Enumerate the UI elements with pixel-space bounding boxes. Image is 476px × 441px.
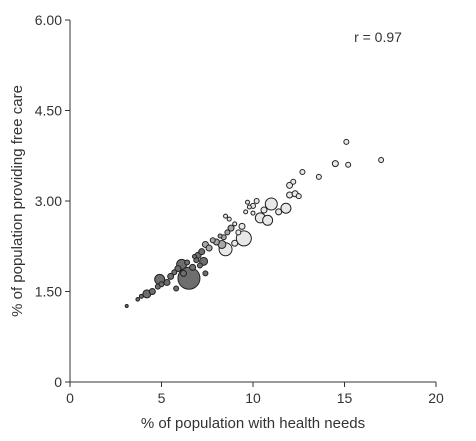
data-point <box>191 254 197 260</box>
data-point <box>260 206 268 214</box>
data-point <box>245 199 251 205</box>
data-point <box>138 293 144 299</box>
data-point <box>378 156 385 163</box>
data-point <box>217 233 223 239</box>
x-tick-label: 0 <box>66 390 74 406</box>
data-point <box>179 269 187 277</box>
data-point <box>253 198 260 204</box>
y-tick-label: 6.00 <box>35 12 62 28</box>
data-point <box>250 210 256 216</box>
data-point <box>295 193 302 200</box>
data-point <box>264 197 278 211</box>
data-point <box>163 278 171 286</box>
correlation-annotation: r = 0.97 <box>354 29 402 45</box>
x-tick-label: 10 <box>245 390 261 406</box>
data-point <box>227 224 235 232</box>
y-tick-label: 1.50 <box>35 284 62 300</box>
data-point <box>286 191 294 199</box>
y-axis-label: % of population providing free care <box>9 85 26 317</box>
x-tick-label: 20 <box>428 390 444 406</box>
x-tick-label: 15 <box>337 390 353 406</box>
data-point <box>232 221 238 227</box>
data-point <box>299 169 306 176</box>
axes-layer <box>69 20 436 383</box>
data-point <box>343 138 350 145</box>
data-point <box>223 213 229 219</box>
data-point <box>174 265 182 273</box>
data-point <box>209 237 216 244</box>
y-tick-label: 4.50 <box>35 103 62 119</box>
data-point <box>198 248 206 256</box>
data-point <box>158 281 165 288</box>
points-layer <box>124 138 385 308</box>
data-point <box>243 209 249 215</box>
data-point <box>148 288 156 295</box>
data-point <box>177 266 201 290</box>
data-point <box>224 229 231 236</box>
data-point <box>205 244 213 252</box>
data-point <box>262 214 274 226</box>
data-point <box>286 181 294 189</box>
y-tick-label: 3.00 <box>35 193 62 209</box>
data-point <box>196 262 203 269</box>
data-point <box>173 285 180 292</box>
data-point <box>202 270 209 277</box>
y-tick-label: 0 <box>54 374 62 390</box>
data-point <box>171 269 178 276</box>
data-point <box>280 202 292 214</box>
data-point <box>124 303 129 308</box>
data-point <box>315 173 322 180</box>
data-point <box>246 204 252 210</box>
data-point <box>235 229 242 236</box>
data-point <box>345 161 352 168</box>
data-point <box>238 222 246 230</box>
ticks-layer: 0 5 10 15 20 0 1.50 3.00 4.50 6.00 <box>35 12 444 406</box>
data-point <box>275 208 283 216</box>
data-point <box>135 297 141 302</box>
x-tick-label: 5 <box>158 390 166 406</box>
x-axis-label: % of population with health needs <box>141 415 365 432</box>
data-point <box>231 239 239 247</box>
data-point <box>167 272 175 280</box>
data-point <box>184 259 191 266</box>
data-point <box>331 160 339 168</box>
data-point <box>226 216 232 222</box>
data-point <box>290 178 297 185</box>
data-point <box>189 263 197 271</box>
